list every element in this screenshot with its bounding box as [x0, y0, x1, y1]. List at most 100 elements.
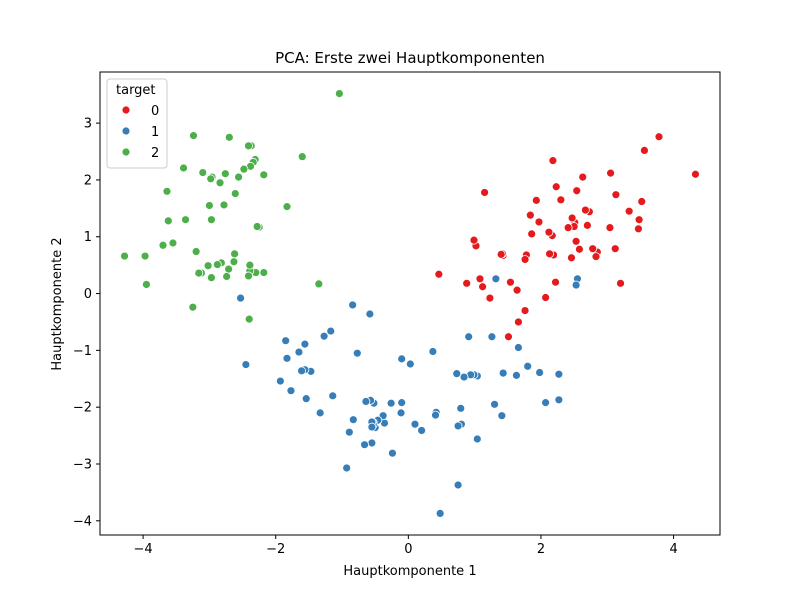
data-point	[544, 227, 554, 237]
data-point	[275, 376, 285, 386]
data-points	[120, 89, 700, 518]
data-point	[606, 168, 615, 178]
data-point	[168, 238, 178, 248]
y-tick-label: 2	[84, 173, 92, 188]
data-point	[435, 509, 445, 518]
data-point	[207, 273, 216, 283]
legend-marker	[121, 105, 131, 115]
data-point	[286, 386, 296, 396]
data-point	[120, 251, 129, 261]
data-point	[163, 216, 173, 226]
data-point	[297, 152, 307, 162]
data-point	[198, 168, 208, 177]
data-point	[485, 293, 495, 303]
data-point	[241, 360, 251, 369]
data-point	[611, 190, 621, 200]
data-point	[452, 369, 462, 379]
data-point	[567, 253, 576, 263]
data-point	[531, 195, 541, 205]
data-point	[591, 252, 601, 262]
data-point	[281, 336, 291, 346]
y-tick-label: 1	[84, 230, 92, 245]
data-point	[512, 370, 521, 380]
data-point	[498, 368, 508, 378]
legend-marker	[121, 147, 131, 157]
data-point	[405, 359, 415, 369]
data-point	[487, 332, 497, 342]
data-point	[315, 408, 325, 418]
y-tick-label: −1	[73, 344, 92, 359]
data-point	[464, 332, 474, 342]
data-point	[572, 186, 582, 196]
data-point	[462, 278, 472, 288]
data-point	[348, 300, 358, 310]
data-point	[252, 222, 262, 231]
data-point	[578, 172, 588, 182]
data-point	[352, 348, 362, 358]
chart-title: PCA: Erste zwei Hauptkomponenten	[275, 49, 545, 67]
data-point	[220, 169, 230, 179]
x-tick-label: −2	[266, 542, 285, 557]
data-point	[588, 244, 598, 254]
data-point	[162, 186, 172, 196]
data-point	[637, 197, 647, 206]
data-point	[294, 347, 304, 357]
data-point	[548, 156, 558, 166]
data-point	[230, 249, 240, 259]
data-point	[388, 448, 397, 458]
data-point	[230, 189, 240, 198]
data-point	[551, 277, 560, 287]
data-point	[342, 463, 352, 473]
data-point	[523, 361, 533, 371]
data-point	[181, 215, 190, 225]
x-tick-label: 0	[404, 542, 412, 557]
y-tick-label: −4	[73, 514, 92, 529]
data-point	[179, 163, 188, 173]
data-point	[431, 410, 440, 420]
data-point	[194, 268, 204, 278]
data-point	[207, 215, 216, 225]
data-point	[189, 131, 198, 141]
data-point	[514, 317, 523, 327]
data-point	[212, 260, 222, 269]
y-tick-label: 0	[84, 287, 92, 302]
data-point	[556, 195, 566, 205]
data-point	[386, 398, 396, 408]
data-point	[475, 274, 485, 284]
data-point	[478, 282, 488, 292]
data-point	[580, 205, 590, 215]
x-tick-label: 4	[669, 542, 677, 557]
data-point	[434, 269, 444, 279]
data-point	[472, 434, 482, 444]
data-point	[301, 394, 311, 404]
y-axis-label: Hauptkomponente 2	[50, 237, 65, 370]
data-point	[222, 272, 232, 281]
legend-marker	[121, 126, 131, 136]
data-point	[634, 224, 643, 234]
data-point	[456, 403, 466, 413]
data-point	[348, 415, 358, 425]
data-point	[491, 274, 501, 284]
axes-frame	[99, 71, 721, 536]
data-point	[191, 247, 201, 256]
data-point	[520, 255, 530, 264]
data-point	[504, 332, 513, 342]
data-point	[410, 419, 420, 429]
data-point	[328, 391, 338, 401]
data-point	[575, 244, 584, 254]
data-point	[344, 427, 354, 437]
data-point	[142, 280, 151, 289]
data-point	[571, 236, 581, 246]
data-point	[244, 314, 254, 324]
data-point	[397, 354, 407, 364]
legend: target 0 1 2	[106, 78, 168, 169]
data-point	[158, 240, 168, 250]
data-point	[244, 271, 253, 281]
data-point	[203, 261, 213, 271]
data-point	[282, 353, 292, 363]
data-point	[224, 264, 234, 274]
y-tick-label: −3	[73, 457, 92, 472]
data-point	[551, 182, 561, 192]
data-point	[396, 408, 406, 418]
